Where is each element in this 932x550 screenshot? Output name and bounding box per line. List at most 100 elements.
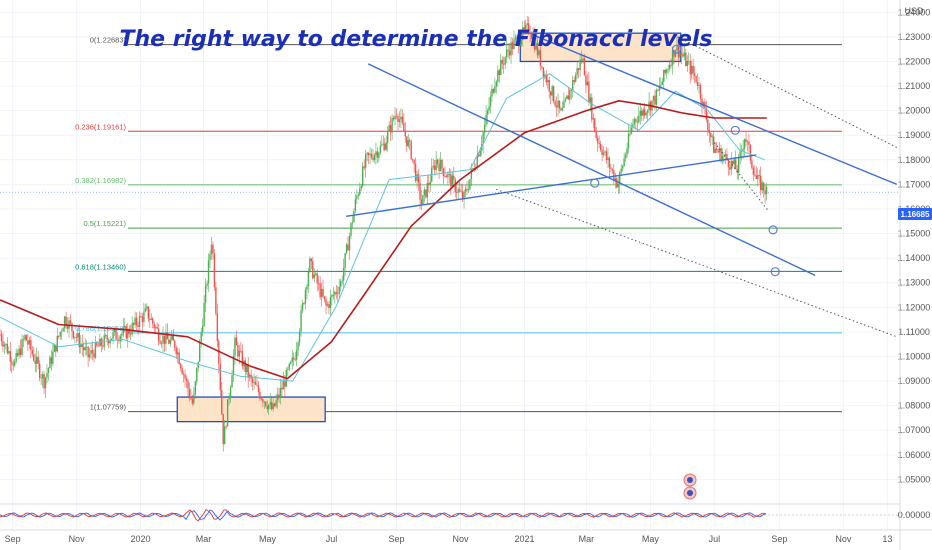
candle-body — [663, 69, 665, 82]
candle-body — [204, 285, 207, 303]
candle-body — [171, 335, 173, 340]
candle-body — [273, 403, 276, 407]
candle-body — [141, 316, 144, 323]
candle-body — [654, 95, 656, 105]
x-tick-label: Sep — [388, 534, 404, 544]
candle-body — [25, 335, 28, 341]
x-tick-label: Nov — [835, 534, 852, 544]
candle-body — [69, 320, 72, 324]
candle-body — [359, 188, 361, 195]
candle-body — [147, 306, 150, 319]
candle-body — [172, 335, 174, 341]
candle-body — [752, 167, 755, 175]
candle-body — [580, 59, 583, 61]
candle-body — [555, 105, 558, 108]
candle-body — [617, 183, 619, 188]
candle-body — [483, 124, 486, 133]
candle-body — [263, 401, 266, 403]
candle-body — [16, 352, 19, 356]
y-tick-label: 1.07000 — [898, 425, 931, 435]
candle-body — [219, 363, 221, 391]
candle-body — [419, 182, 421, 200]
candle-body — [259, 391, 261, 399]
oscillator-panel: 0.00000 — [0, 508, 930, 522]
candle-body — [730, 160, 733, 170]
candle-body — [420, 199, 423, 205]
candle-body — [319, 283, 321, 298]
candle-body — [307, 271, 310, 287]
candle-body — [9, 351, 11, 362]
candle-body — [635, 119, 637, 122]
candle-body — [389, 125, 392, 133]
candle-body — [743, 139, 746, 149]
candle-body — [80, 343, 82, 348]
candle-body — [406, 136, 408, 147]
fib-level-label: 0.382(1.16982) — [75, 176, 126, 185]
candle-body — [335, 291, 337, 294]
candle-body — [614, 178, 617, 181]
candle-body — [260, 398, 263, 400]
candle-body — [47, 368, 50, 373]
candle-body — [504, 57, 506, 65]
candle-body — [539, 50, 542, 67]
price-tag[interactable]: 1.16685 — [898, 208, 932, 220]
candle-body — [367, 152, 370, 156]
candle-body — [749, 144, 752, 161]
candle-body — [109, 340, 111, 344]
candle-body — [711, 136, 713, 138]
candle-body — [293, 357, 295, 360]
x-tick-label: Jul — [709, 534, 721, 544]
candle-body — [629, 133, 631, 135]
candle-body — [585, 75, 587, 86]
candle-body — [381, 144, 383, 146]
candle-body — [350, 223, 352, 236]
candle-body — [132, 323, 135, 325]
candle-body — [345, 244, 348, 254]
x-tick-label: Nov — [69, 534, 86, 544]
candle-body — [688, 60, 690, 62]
candle-body — [196, 367, 198, 382]
candle-body — [626, 148, 628, 155]
y-tick-label: 1.20000 — [898, 106, 931, 116]
candle-body — [191, 399, 194, 404]
candle-body — [203, 302, 205, 327]
candle-body — [450, 173, 452, 187]
candle-body — [557, 100, 559, 108]
candle-body — [667, 69, 669, 70]
candle-body — [309, 258, 311, 272]
candle-body — [58, 335, 60, 337]
candle-body — [237, 345, 239, 357]
candle-body — [99, 338, 101, 347]
candle-body — [538, 50, 540, 56]
candle-body — [677, 44, 680, 58]
candle-body — [511, 42, 514, 49]
candle-body — [469, 179, 471, 189]
candle-body — [269, 402, 271, 406]
candle-body — [495, 81, 498, 87]
candle-body — [284, 381, 286, 387]
candle-body — [438, 163, 440, 171]
candle-body — [328, 304, 330, 309]
candle-body — [179, 363, 182, 369]
candle-body — [375, 151, 377, 156]
candle-body — [679, 52, 681, 58]
candle-body — [542, 67, 545, 78]
candle-body — [297, 342, 299, 350]
fib-level-label: 0.618(1.13460) — [75, 262, 126, 271]
candle-body — [184, 374, 186, 379]
candle-body — [510, 42, 512, 56]
price-tag-box — [898, 208, 932, 220]
candle-body — [472, 168, 474, 170]
candle-body — [268, 405, 270, 410]
alert-icons[interactable] — [683, 473, 697, 500]
candle-body — [445, 175, 448, 178]
candle-body — [379, 145, 382, 153]
candle-body — [751, 160, 753, 168]
candle-body — [34, 360, 36, 364]
candle-body — [250, 374, 252, 379]
candle-body — [55, 344, 57, 352]
candle-body — [2, 341, 4, 347]
candle-body — [154, 327, 157, 329]
candle-body — [569, 90, 571, 100]
candle-body — [748, 141, 750, 145]
